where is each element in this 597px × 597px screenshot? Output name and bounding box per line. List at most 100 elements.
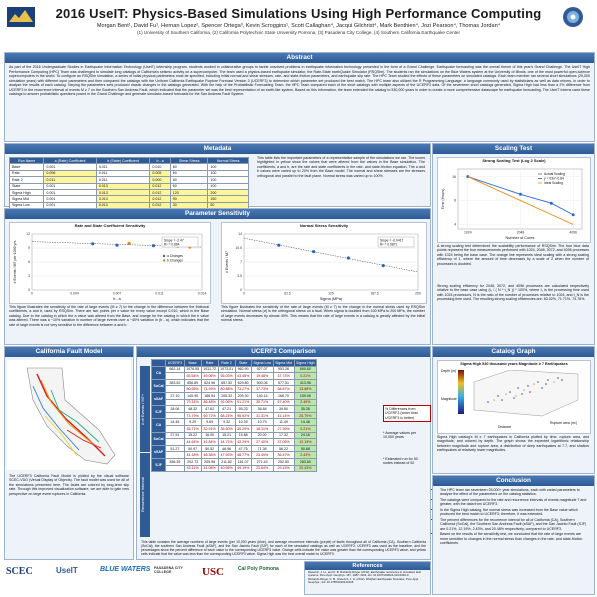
cell: 209.30 <box>234 391 252 400</box>
recurrence-side-label: Recurrence Interval <box>140 453 150 537</box>
percent-cell: 41.14% <box>272 411 295 420</box>
catalog-chart-title: Sigma High 530 thousand years Magnitude … <box>460 362 568 366</box>
legend-marker <box>162 254 166 258</box>
legend-marker <box>162 259 166 262</box>
trendline <box>243 237 419 273</box>
table-row: CA 14.45 9.29 9.69 9.32 10.39 10.79 11.49 14.48 <box>150 418 318 433</box>
percent-cell <box>165 385 185 393</box>
cell: 9.29 <box>183 418 202 426</box>
scaling-caption-2: Strong scaling efficiency for 2048, 3072… <box>437 284 589 302</box>
percent-cell: 68.24% <box>217 411 236 420</box>
cell: 283.60 <box>293 457 318 466</box>
cell: 662.14 <box>165 365 185 374</box>
percent-cell: 96.92% <box>234 411 252 420</box>
legend-label: y = 63x^-0.84 <box>544 177 564 181</box>
cell: 48.32 <box>183 405 202 413</box>
normal-stress-chart-box: Normal Stress Sensitivity 0 0 3.5 62.5 7 125 1… <box>221 222 427 304</box>
table-row-percent: 35.71% 32.91% 35.50% 30.29% 18.31% 27.39% 0.21… <box>152 424 318 433</box>
percent-cell: 91.21% <box>234 398 252 407</box>
y-axis-label: # Events / M7 <box>225 251 229 273</box>
percent-cell: 27.39% <box>272 424 295 433</box>
percent-cell: 32.91% <box>200 424 219 433</box>
table-row-percent: 43.11% 41.08% 40.56% 49.19% 23.84% 29.15% 20.4… <box>152 464 318 473</box>
pasadena-logo: PASADENA CITY COLLEGE <box>154 566 183 575</box>
percent-cell: 0.21% <box>293 372 318 380</box>
percent-cell: 42.29% <box>234 438 252 446</box>
percent-cell <box>165 398 185 407</box>
fault-model-panel: California Fault Model The UCERF3 Califo… <box>4 346 134 560</box>
percent-cell: 92.06% <box>217 398 236 407</box>
fit-label-box <box>161 236 199 248</box>
cell: 17.32 <box>272 431 295 440</box>
data-point <box>127 241 131 245</box>
table-row: CA 662.14 1076.55 1031.72 1073.01 962.90 927.0… <box>150 365 318 380</box>
normal-stress-chart-title: Normal Stress Sensitivity <box>299 223 349 228</box>
percent-cell: 13.88% <box>293 385 318 393</box>
percent-cell <box>165 438 185 446</box>
cell: 36.84 <box>250 405 274 413</box>
col-header: Sigma High <box>293 359 318 367</box>
cell: 211.82 <box>217 457 236 466</box>
percent-cell: 55.03% <box>217 372 236 380</box>
reference-item: Richards-Dinger, K. B., Dieterich, J. H.… <box>308 576 419 584</box>
cell: 47.62 <box>200 405 219 413</box>
percent-cell: 37.05% <box>272 438 295 446</box>
cell: 657.52 <box>217 378 236 387</box>
useit-logo: UseIT <box>56 566 78 575</box>
percent-cell: 41.08% <box>200 464 219 473</box>
x-tick-label: 0.014 <box>198 292 207 296</box>
catalog-xlabel: Distance <box>498 425 512 429</box>
y-tick-label: 12 <box>26 232 30 236</box>
percent-cell: 23.49% <box>250 451 274 459</box>
cell: 629.80 <box>234 378 252 387</box>
cell: 24.16 <box>293 431 318 440</box>
conclusion-panel: Conclusion The HPC team ran seventeen 25… <box>432 475 595 595</box>
percent-cell: 43.11% <box>183 464 202 473</box>
data-point <box>571 213 575 217</box>
list-item: The catalogs were compared to the rate a… <box>440 498 590 507</box>
catalog-zlabel: Magnitude <box>441 397 457 401</box>
cell: 181.07 <box>234 457 252 466</box>
poster-title: 2016 UseIT: Physics-Based Simulations Us… <box>55 6 542 21</box>
percent-cell: 30.71% <box>250 398 274 407</box>
cell: 35.26 <box>293 405 318 413</box>
cell: 205.32 <box>217 391 236 400</box>
row-label: CA <box>150 418 167 433</box>
cell: 48.96 <box>217 444 236 453</box>
cell: 624.96 <box>200 378 219 387</box>
x-axis-label: b - a <box>113 297 121 301</box>
percent-cell: 31.31% <box>250 411 274 420</box>
catalog-3d-plot-icon <box>458 370 579 417</box>
references-heading: References <box>305 562 430 570</box>
y-axis-label: Time (Hours) <box>441 189 445 210</box>
cell: 356.39 <box>165 457 185 466</box>
x-tick-label: 0 <box>31 292 33 296</box>
fit-label: Slope = -2.47 <box>164 239 184 243</box>
scaling-chart-title: Strong Scaling Test (Log 2 Scale) <box>482 158 546 163</box>
cell: 202.73 <box>183 457 202 466</box>
cell: 9.69 <box>200 418 219 426</box>
table-row: State 0.001 0.013 0.012 60 100 <box>8 182 249 190</box>
metadata-heading: Metadata <box>5 144 430 154</box>
percent-cell: 27.40% <box>250 438 274 446</box>
title-area: 2016 UseIT: Physics-Based Simulations Us… <box>0 0 597 50</box>
cell: 11.49 <box>272 418 295 426</box>
col-header <box>150 359 167 367</box>
percent-cell: 19.48% <box>250 372 274 380</box>
percent-cell: 2.43% <box>293 451 318 459</box>
cell: 140.14 <box>250 391 274 400</box>
metadata-panel: Metadata Run Name a (Rate) Coefficient b… <box>4 143 431 210</box>
series-line <box>467 176 574 225</box>
percent-cell <box>165 464 185 473</box>
percent-cell: 73.79% <box>183 411 202 420</box>
ucerf3-panel: UCERF3 Comparison # of Events / M7+ Recu… <box>136 346 431 560</box>
percent-cell: 36.47% <box>272 451 295 459</box>
cell: 47.21 <box>217 405 236 413</box>
x-tick-label: 2048 <box>517 231 525 235</box>
percent-cell <box>165 372 185 380</box>
cell: 55.23 <box>234 405 252 413</box>
fit-label: Slope = -0.0417 <box>380 239 404 243</box>
cell: 1073.01 <box>217 365 236 374</box>
row-label: SoCal <box>150 431 167 446</box>
percent-cell: 44.18% <box>183 451 202 459</box>
